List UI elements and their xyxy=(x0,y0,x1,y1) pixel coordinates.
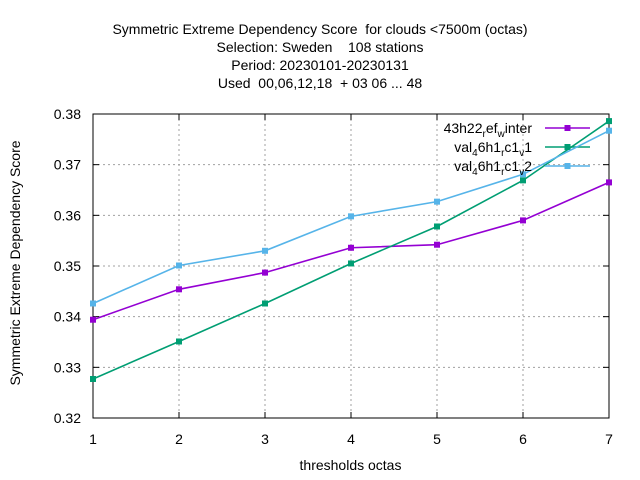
legend-label-part: r xyxy=(501,167,505,178)
data-point xyxy=(176,338,182,345)
x-tick-label: 5 xyxy=(433,431,441,447)
data-point xyxy=(520,177,526,184)
chart-title-line-2: Selection: Sweden 108 stations xyxy=(216,39,424,55)
legend-label-part: c1 xyxy=(504,139,519,155)
data-point xyxy=(606,118,612,125)
y-tick-label: 0.38 xyxy=(54,106,81,122)
data-point xyxy=(90,316,96,323)
legend-marker-1 xyxy=(564,125,571,131)
legend-label-3: val46h1rc1v2 xyxy=(454,158,532,178)
legend-label-part: 43h22 xyxy=(444,120,483,136)
data-point xyxy=(176,286,182,293)
x-tick-label: 1 xyxy=(89,431,97,447)
data-point xyxy=(434,223,440,230)
legend-label-part: 1 xyxy=(524,139,532,155)
data-point xyxy=(348,244,354,251)
legend-label-part: v xyxy=(519,167,524,178)
legend-label-part: r xyxy=(501,148,505,159)
data-point xyxy=(348,213,354,220)
legend-label-part: val xyxy=(454,139,472,155)
x-tick-label: 4 xyxy=(347,431,355,447)
data-point xyxy=(262,269,268,276)
legend-label-part: 6h1 xyxy=(478,139,502,155)
chart-title-line-4: Used 00,06,12,18 + 03 06 ... 48 xyxy=(217,75,423,91)
legend-label-part: r xyxy=(483,129,487,140)
data-point xyxy=(262,247,268,254)
data-point xyxy=(606,179,612,186)
y-tick-label: 0.36 xyxy=(54,207,81,223)
legend-marker-2 xyxy=(564,144,571,150)
legend-label-1: 43h22refwinter xyxy=(444,120,533,140)
data-point xyxy=(348,260,354,267)
data-point xyxy=(90,375,96,382)
legend-label-part: inter xyxy=(505,120,533,136)
legend-label-part: val xyxy=(454,158,472,174)
legend-label-part: v xyxy=(519,148,524,159)
x-tick-label: 3 xyxy=(261,431,269,447)
data-point xyxy=(90,300,96,307)
x-tick-label: 6 xyxy=(519,431,527,447)
legend-label-part: 4 xyxy=(472,167,478,178)
data-point xyxy=(606,127,612,134)
y-tick-label: 0.34 xyxy=(54,309,81,325)
data-point xyxy=(262,300,268,307)
chart-title-line-3: Period: 20230101-20230131 xyxy=(231,57,409,73)
data-point xyxy=(434,241,440,248)
data-point xyxy=(434,198,440,205)
legend-marker-3 xyxy=(564,163,571,169)
y-tick-label: 0.37 xyxy=(54,157,81,173)
x-tick-label: 7 xyxy=(605,431,613,447)
chart-title-line-1: Symmetric Extreme Dependency Score for c… xyxy=(112,21,528,37)
data-point xyxy=(520,171,526,178)
x-tick-label: 2 xyxy=(175,431,183,447)
x-axis-label: thresholds octas xyxy=(299,457,402,473)
legend-label-part: w xyxy=(497,129,506,140)
legend-label-part: c1 xyxy=(504,158,519,174)
legend-label-part: 2 xyxy=(524,158,532,174)
legend-label-part: 4 xyxy=(472,148,478,159)
data-point xyxy=(176,262,182,269)
legend-label-2: val46h1rc1v1 xyxy=(454,139,532,159)
y-tick-label: 0.33 xyxy=(54,359,81,375)
data-point xyxy=(520,217,526,224)
y-tick-label: 0.32 xyxy=(54,410,81,426)
y-tick-label: 0.35 xyxy=(54,258,81,274)
legend-label-part: ef xyxy=(486,120,498,136)
legend-label-part: 6h1 xyxy=(478,158,502,174)
